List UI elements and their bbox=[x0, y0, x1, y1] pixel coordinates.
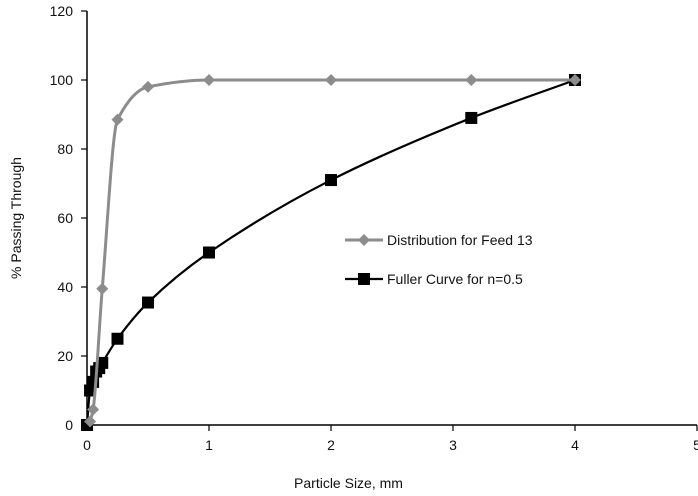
y-tick-label-120: 120 bbox=[50, 3, 74, 19]
series-0 bbox=[84, 74, 581, 428]
marker-square-8 bbox=[203, 246, 215, 259]
legend-marker-fuller-square bbox=[358, 273, 370, 285]
x-axis-title: Particle Size, mm bbox=[294, 475, 403, 491]
x-tick-label-0: 0 bbox=[83, 437, 91, 453]
marker-diamond-1 bbox=[87, 403, 100, 416]
marker-diamond-7 bbox=[465, 74, 478, 86]
x-tick-label-5: 5 bbox=[693, 437, 698, 453]
marker-square-7 bbox=[142, 296, 154, 309]
legend: Distribution for Feed 13 Fuller Curve fo… bbox=[345, 232, 533, 287]
y-axis-title: % Passing Through bbox=[8, 157, 24, 279]
marker-diamond-6 bbox=[325, 74, 337, 86]
marker-diamond-2 bbox=[96, 282, 109, 295]
y-tick-label-60: 60 bbox=[57, 210, 73, 226]
ticks: 0 20 40 60 80 100 120 0 1 2 3 4 5 bbox=[50, 3, 698, 453]
series-layer bbox=[81, 74, 581, 431]
legend-item-feed: Distribution for Feed 13 bbox=[345, 232, 533, 248]
y-tick-label-80: 80 bbox=[57, 141, 73, 157]
y-tick-label-40: 40 bbox=[57, 279, 73, 295]
marker-diamond-3 bbox=[111, 113, 124, 126]
y-tick-label-20: 20 bbox=[57, 348, 73, 364]
marker-diamond-4 bbox=[142, 80, 154, 93]
legend-label-fuller: Fuller Curve for n=0.5 bbox=[387, 271, 523, 287]
axes bbox=[86, 11, 697, 426]
marker-square-6 bbox=[111, 332, 124, 345]
marker-square-9 bbox=[325, 174, 337, 187]
series-line-1 bbox=[85, 78, 577, 427]
marker-diamond-5 bbox=[203, 74, 215, 86]
x-tick-label-2: 2 bbox=[327, 437, 335, 453]
x-tick-label-3: 3 bbox=[449, 437, 457, 453]
y-tick-label-100: 100 bbox=[50, 72, 74, 88]
marker-square-5 bbox=[96, 356, 109, 369]
series-line-0 bbox=[88, 78, 577, 424]
marker-diamond-0 bbox=[84, 415, 97, 428]
legend-marker-feed-diamond bbox=[358, 234, 370, 246]
legend-item-fuller: Fuller Curve for n=0.5 bbox=[345, 271, 523, 287]
y-tick-label-0: 0 bbox=[65, 417, 73, 433]
x-tick-label-1: 1 bbox=[205, 437, 213, 453]
series-1 bbox=[81, 74, 581, 431]
marker-square-10 bbox=[465, 111, 478, 124]
legend-label-feed: Distribution for Feed 13 bbox=[387, 232, 533, 248]
marker-diamond-8 bbox=[569, 74, 581, 86]
x-tick-label-4: 4 bbox=[571, 437, 579, 453]
